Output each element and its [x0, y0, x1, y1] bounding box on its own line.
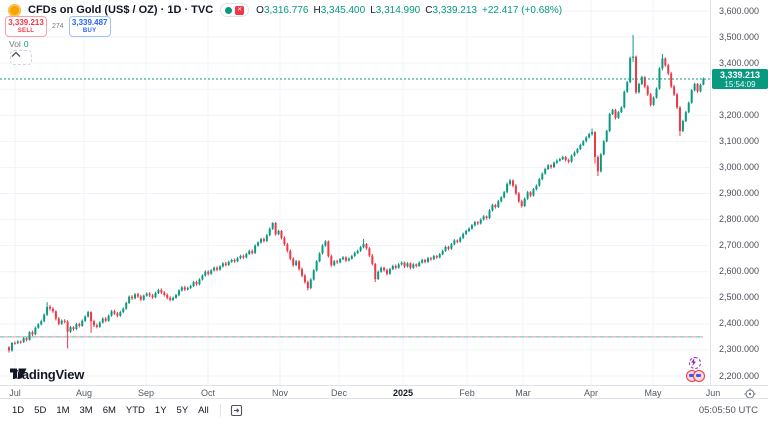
sell-label: SELL: [17, 28, 35, 34]
range-button-5y[interactable]: 5Y: [173, 402, 193, 419]
range-button-ytd[interactable]: YTD: [122, 402, 149, 419]
toolbar-divider: [219, 403, 221, 417]
ohlc-values: O3,316.776 H3,345.400 L3,314.990 C3,339.213…: [256, 5, 562, 16]
price-tick-label: 2,900.000: [719, 188, 760, 198]
chevron-up-icon: [11, 51, 21, 57]
range-button-1m[interactable]: 1M: [52, 402, 73, 419]
price-tick-label: 3,200.000: [719, 109, 760, 120]
price-chart-svg[interactable]: [0, 0, 710, 385]
range-button-3m[interactable]: 3M: [76, 402, 97, 419]
price-tick-label: 3,600.000: [719, 5, 760, 16]
time-axis-label: Mar: [515, 388, 531, 398]
last-price-badge: 3,339.213 15:54:09: [712, 69, 768, 89]
time-axis-label: Sep: [137, 388, 155, 398]
session-clock[interactable]: 05:05:50 UTC: [698, 404, 758, 416]
ohlc-item: O3,316.776: [256, 4, 309, 16]
price-tick-label: 2,800.000: [719, 214, 760, 225]
volume-row[interactable]: Vol 0: [9, 39, 29, 49]
ohlc-item: L3,314.990: [370, 4, 421, 16]
symbol-legend: CFDs on Gold (US$ / OZ) · 1D · TVC ✕ O3,…: [8, 3, 562, 17]
price-tick-label: 3,400.000: [719, 57, 760, 68]
bottom-toolbar: 1D 5D 1M 3M 6M YTD 1Y 5Y All 05:05:50 UTC: [0, 398, 768, 421]
sell-price: 3,339.213: [8, 18, 44, 27]
timezone-settings-icon[interactable]: [744, 387, 756, 400]
price-tick-label: 3,100.000: [719, 135, 760, 146]
range-button-5d[interactable]: 5D: [30, 402, 50, 419]
collapse-legend-button[interactable]: [10, 50, 32, 65]
range-buttons: 1D 5D 1M 3M 6M YTD 1Y 5Y All: [8, 402, 213, 419]
price-tick-label: 2,400.000: [719, 318, 760, 329]
buy-button[interactable]: 3,339.487 BUY: [68, 16, 111, 37]
chart-plot-area[interactable]: CFDs on Gold (US$ / OZ) · 1D · TVC ✕ O3,…: [0, 0, 710, 385]
symbol-icon: [8, 3, 21, 17]
price-tick-label: 2,500.000: [719, 292, 760, 303]
price-tick-label: 2,200.000: [719, 370, 760, 381]
price-tick-label: 2,300.000: [719, 344, 760, 355]
trade-panel: 3,339.213 SELL 274 3,339.487 BUY: [5, 16, 111, 37]
time-axis-label: Apr: [583, 388, 599, 398]
time-axis-label: Oct: [200, 388, 216, 398]
price-tick-label: 3,000.000: [719, 161, 760, 172]
time-axis-label: May: [644, 388, 662, 398]
time-axis-label: Jun: [705, 388, 721, 398]
go-to-date-icon: [230, 404, 242, 416]
data-flag-icon: ✕: [235, 5, 245, 15]
market-open-dot-icon: [225, 6, 233, 14]
time-axis-label: Dec: [330, 388, 348, 398]
volume-value: 0: [23, 39, 29, 49]
tradingview-logo-text: TradingView: [10, 367, 85, 382]
spread-value: 274: [52, 23, 64, 30]
volume-label: Vol: [9, 39, 21, 49]
ohlc-item: H3,345.400: [313, 4, 366, 16]
time-axis-label: 2025: [392, 388, 414, 398]
range-button-all[interactable]: All: [194, 402, 213, 419]
tradingview-logo[interactable]: TradingView: [10, 367, 84, 382]
time-axis[interactable]: Jul Aug Sep Oct Nov Dec 2025 Feb Mar Apr May Jun: [0, 385, 768, 400]
price-tick-label: 3,500.000: [719, 31, 760, 42]
time-axis-label: Nov: [271, 388, 289, 398]
ohlc-item: C3,339.213: [425, 4, 477, 16]
bar-countdown: 15:54:09: [724, 80, 756, 89]
range-button-1d[interactable]: 1D: [8, 402, 28, 419]
event-marker-economic-icons[interactable]: [686, 370, 705, 382]
event-marker-lightning-icon[interactable]: [689, 357, 701, 369]
sell-button[interactable]: 3,339.213 SELL: [5, 16, 47, 37]
last-price-value: 3,339.213: [719, 70, 761, 80]
symbol-title[interactable]: CFDs on Gold (US$ / OZ) · 1D · TVC: [28, 4, 214, 16]
price-tick-label: 2,600.000: [719, 266, 760, 277]
time-axis-label: Feb: [459, 388, 475, 398]
market-status-pill[interactable]: ✕: [220, 3, 250, 17]
price-tick-label: 2,700.000: [719, 240, 760, 251]
range-button-1y[interactable]: 1Y: [151, 402, 171, 419]
time-axis-label: Jul: [9, 388, 21, 398]
time-axis-label: Aug: [75, 388, 93, 398]
buy-label: BUY: [82, 28, 97, 34]
change-value: +22.417 (+0.68%): [481, 4, 563, 16]
tradingview-mark-icon: [10, 368, 27, 379]
economic-event-icon: [693, 370, 705, 382]
range-button-6m[interactable]: 6M: [99, 402, 120, 419]
buy-price: 3,339.487: [71, 18, 108, 27]
go-to-date-button[interactable]: [228, 402, 245, 419]
price-axis[interactable]: 3,339.213 15:54:09 3,600.000 3,500.000 3,4…: [710, 0, 768, 385]
